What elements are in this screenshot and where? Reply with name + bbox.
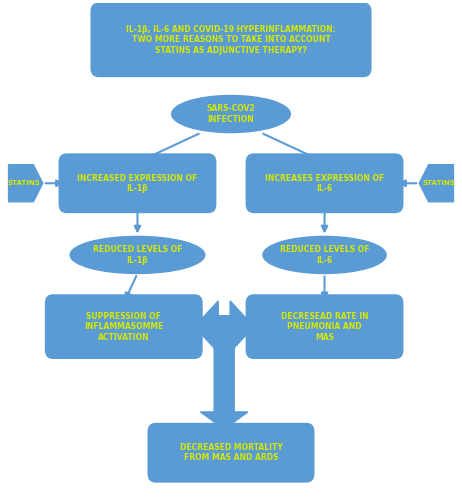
- Ellipse shape: [263, 236, 386, 274]
- FancyBboxPatch shape: [246, 154, 403, 213]
- Text: REDUCED LEVELS OF
IL-6: REDUCED LEVELS OF IL-6: [280, 245, 369, 264]
- Text: INCREASED EXPRESSION OF
IL-1β: INCREASED EXPRESSION OF IL-1β: [77, 174, 198, 193]
- FancyBboxPatch shape: [246, 294, 403, 359]
- Text: STATINS: STATINS: [422, 180, 455, 186]
- Polygon shape: [195, 301, 254, 352]
- Polygon shape: [419, 164, 453, 202]
- Polygon shape: [201, 338, 248, 429]
- Polygon shape: [9, 164, 43, 202]
- Text: SUPPRESSION OF
INFLAMMASOMME
ACTIVATION: SUPPRESSION OF INFLAMMASOMME ACTIVATION: [84, 312, 164, 342]
- Ellipse shape: [70, 236, 205, 274]
- Text: STATINS: STATINS: [7, 180, 40, 186]
- FancyBboxPatch shape: [45, 294, 203, 359]
- Ellipse shape: [172, 96, 290, 132]
- FancyBboxPatch shape: [91, 2, 371, 77]
- FancyBboxPatch shape: [147, 423, 315, 482]
- Text: REDUCED LEVELS OF
IL-1β: REDUCED LEVELS OF IL-1β: [93, 245, 182, 264]
- Text: IL-1β, IL-6 AND COVID-19 HYPERINFLAMMATION:
TWO MORE REASONS TO TAKE INTO ACCOUN: IL-1β, IL-6 AND COVID-19 HYPERINFLAMMATI…: [126, 25, 336, 55]
- Text: DECRESEAD RATE IN
PNEUMONIA AND
MAS: DECRESEAD RATE IN PNEUMONIA AND MAS: [281, 312, 368, 342]
- Text: INCREASES EXPRESSION OF
IL-6: INCREASES EXPRESSION OF IL-6: [265, 174, 384, 193]
- FancyBboxPatch shape: [59, 154, 216, 213]
- Text: DECREASED MORTALITY
FROM MAS AND ARDS: DECREASED MORTALITY FROM MAS AND ARDS: [180, 443, 282, 462]
- Text: SARS-COV2
INFECTION: SARS-COV2 INFECTION: [207, 104, 255, 124]
